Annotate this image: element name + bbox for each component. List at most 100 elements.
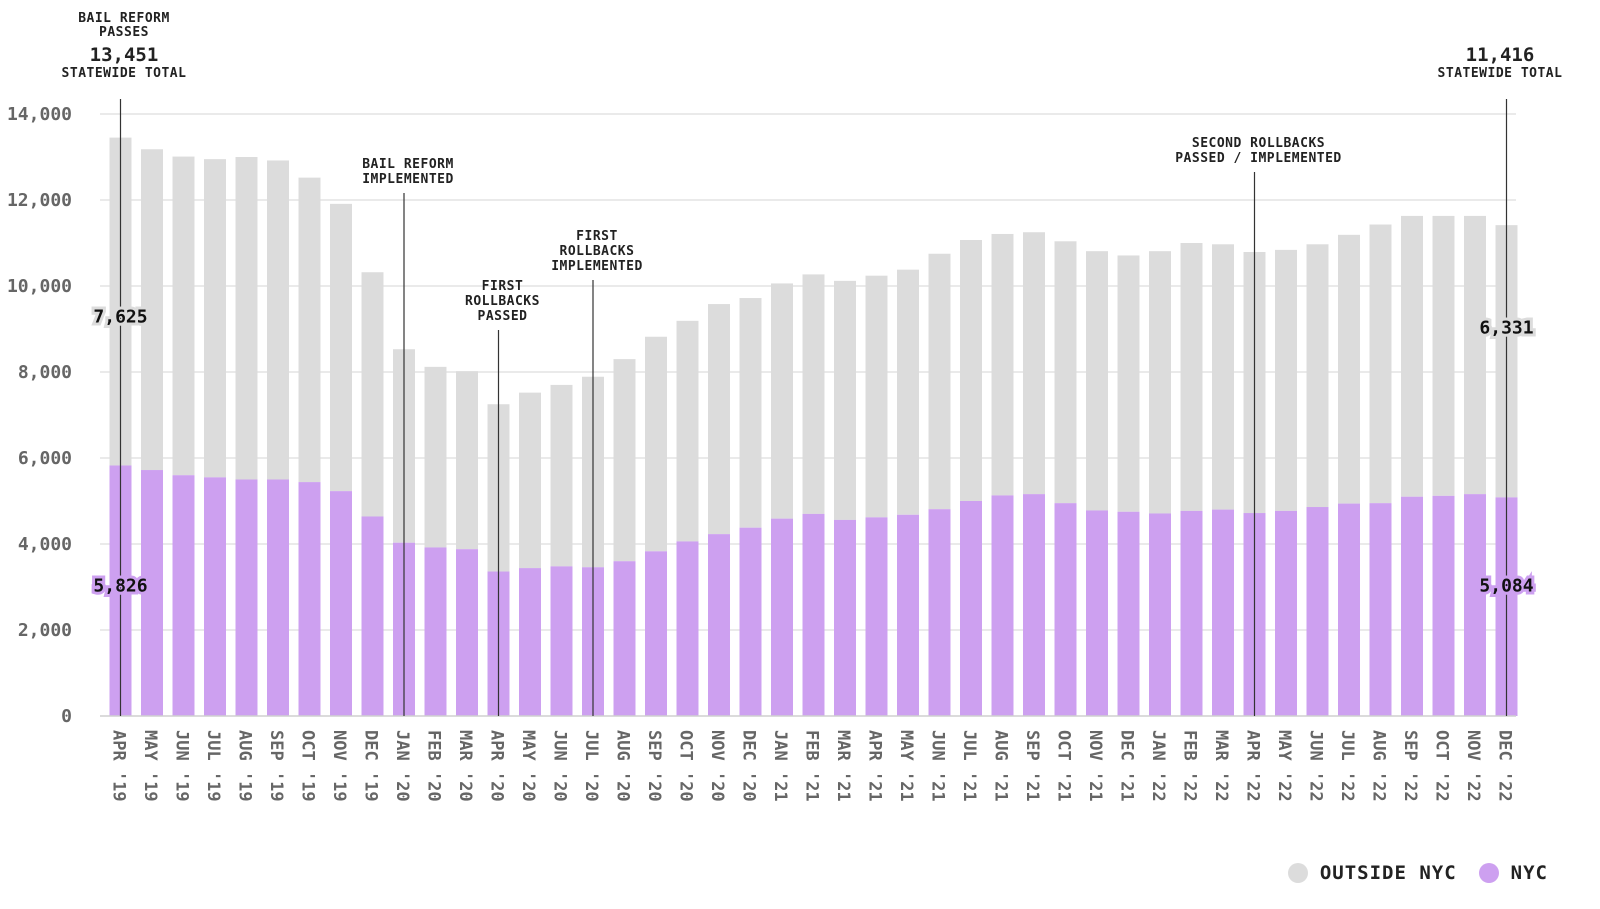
bar-nyc [613,561,636,716]
bar-nyc [834,519,856,716]
bar-nyc [1464,494,1486,716]
x-tick-label: JUN '20 [550,730,570,802]
annotation-label: SECOND ROLLBACKS [1192,136,1325,151]
annotation-label: PASSED [478,309,528,324]
x-tick-label: JAN '20 [392,730,412,802]
bar-outside-nyc [361,272,384,517]
bar-nyc [802,513,825,716]
annotation-value: 11,416 [1466,44,1535,66]
legend-swatch-outside-nyc [1287,863,1308,883]
annotation-sub: STATEWIDE TOTAL [62,66,187,81]
annotation-label: BAIL REFORM [362,157,454,172]
bar-outside-nyc [519,392,541,569]
y-tick-label: 10,000 [7,276,72,297]
x-tick-label: JAN '22 [1148,730,1168,802]
bar-nyc [1401,496,1423,716]
bar-outside-nyc [676,320,699,542]
bar-nyc [1369,503,1392,716]
annotation-label: IMPLEMENTED [551,259,643,274]
x-tick-label: JUN '21 [928,730,948,802]
bar-outside-nyc [550,384,573,567]
x-tick-label: DEC '19 [361,730,381,802]
bar-nyc [361,516,384,716]
bar-outside-nyc [141,149,163,471]
bar-outside-nyc [1338,234,1360,504]
x-tick-label: DEC '21 [1117,730,1137,802]
x-tick-label: DEC '20 [739,730,759,802]
bar-nyc [235,479,258,716]
value-label: 6,331 [1479,317,1533,338]
x-tick-label: SEP '22 [1400,730,1420,802]
x-tick-label: MAY '21 [896,730,916,802]
x-tick-label: SEP '20 [644,730,664,802]
x-tick-label: JAN '21 [770,730,790,802]
x-tick-label: OCT '22 [1432,730,1452,802]
bar-nyc [960,501,982,716]
bar-outside-nyc [1275,249,1297,511]
annotation-sub: STATEWIDE TOTAL [1438,66,1563,81]
bar-outside-nyc [928,253,951,510]
annotation-label: IMPLEMENTED [362,172,454,187]
bar-nyc [991,495,1014,716]
bar-nyc [330,491,352,716]
bar-nyc [1054,503,1077,716]
x-tick-label: JUN '22 [1306,730,1326,802]
bar-nyc [645,551,667,716]
y-tick-label: 4,000 [18,534,72,555]
bar-nyc [739,527,762,716]
x-tick-label: NOV '21 [1085,730,1105,802]
bar-outside-nyc [172,156,195,476]
x-tick-label: AUG '22 [1369,730,1389,802]
bar-nyc [519,568,541,716]
bar-outside-nyc [456,371,478,550]
x-tick-label: FEB '22 [1180,730,1200,802]
bar-outside-nyc [1306,244,1329,508]
legend-label-nyc: NYC [1510,862,1548,884]
bar-outside-nyc [645,336,667,552]
bar-nyc [1306,507,1329,716]
bar-outside-nyc [991,233,1014,496]
bar-outside-nyc [960,239,982,502]
y-tick-label: 6,000 [18,448,72,469]
bar-outside-nyc [897,269,919,515]
bar-nyc [141,470,163,716]
bar-outside-nyc [613,359,636,562]
bar-nyc [456,549,478,716]
legend-label-outside-nyc: OUTSIDE NYC [1319,862,1457,884]
x-tick-label: SEP '21 [1022,730,1042,802]
bar-nyc [1338,503,1360,716]
bar-outside-nyc [1432,215,1455,496]
bar-outside-nyc [1023,232,1045,495]
bar-outside-nyc [235,157,258,480]
annotation-label: FIRST [576,229,618,244]
x-tick-label: APR '19 [109,730,129,802]
annotation-label: FIRST [482,279,524,294]
bar-nyc [928,509,951,716]
x-tick-label: SEP '19 [266,730,286,802]
annotation-label: ROLLBACKS [560,244,635,259]
annotation-label: ROLLBACKS [465,294,540,309]
x-tick-label: FEB '21 [802,730,822,802]
y-tick-label: 12,000 [7,190,72,211]
bar-nyc [865,517,888,716]
bar-outside-nyc [1180,243,1203,511]
y-tick-label: 14,000 [7,104,72,125]
annotation-label: PASSED / IMPLEMENTED [1175,151,1342,166]
legend-swatch-nyc [1478,863,1499,883]
legend-item-nyc: NYC [1478,862,1548,884]
bar-outside-nyc [204,159,226,478]
x-tick-label: JUL '19 [203,730,223,802]
x-tick-label: MAY '22 [1274,730,1294,802]
bar-outside-nyc [1401,215,1423,497]
x-tick-label: JUL '20 [581,730,601,802]
bar-outside-nyc [865,275,888,518]
bar-nyc [204,477,226,716]
bar-nyc [298,482,321,716]
x-tick-label: MAR '22 [1211,730,1231,802]
bar-nyc [897,514,919,716]
bar-outside-nyc [1054,241,1077,504]
bar-outside-nyc [1086,251,1108,511]
bar-outside-nyc [1117,255,1140,512]
legend: OUTSIDE NYC NYC [1287,862,1548,884]
